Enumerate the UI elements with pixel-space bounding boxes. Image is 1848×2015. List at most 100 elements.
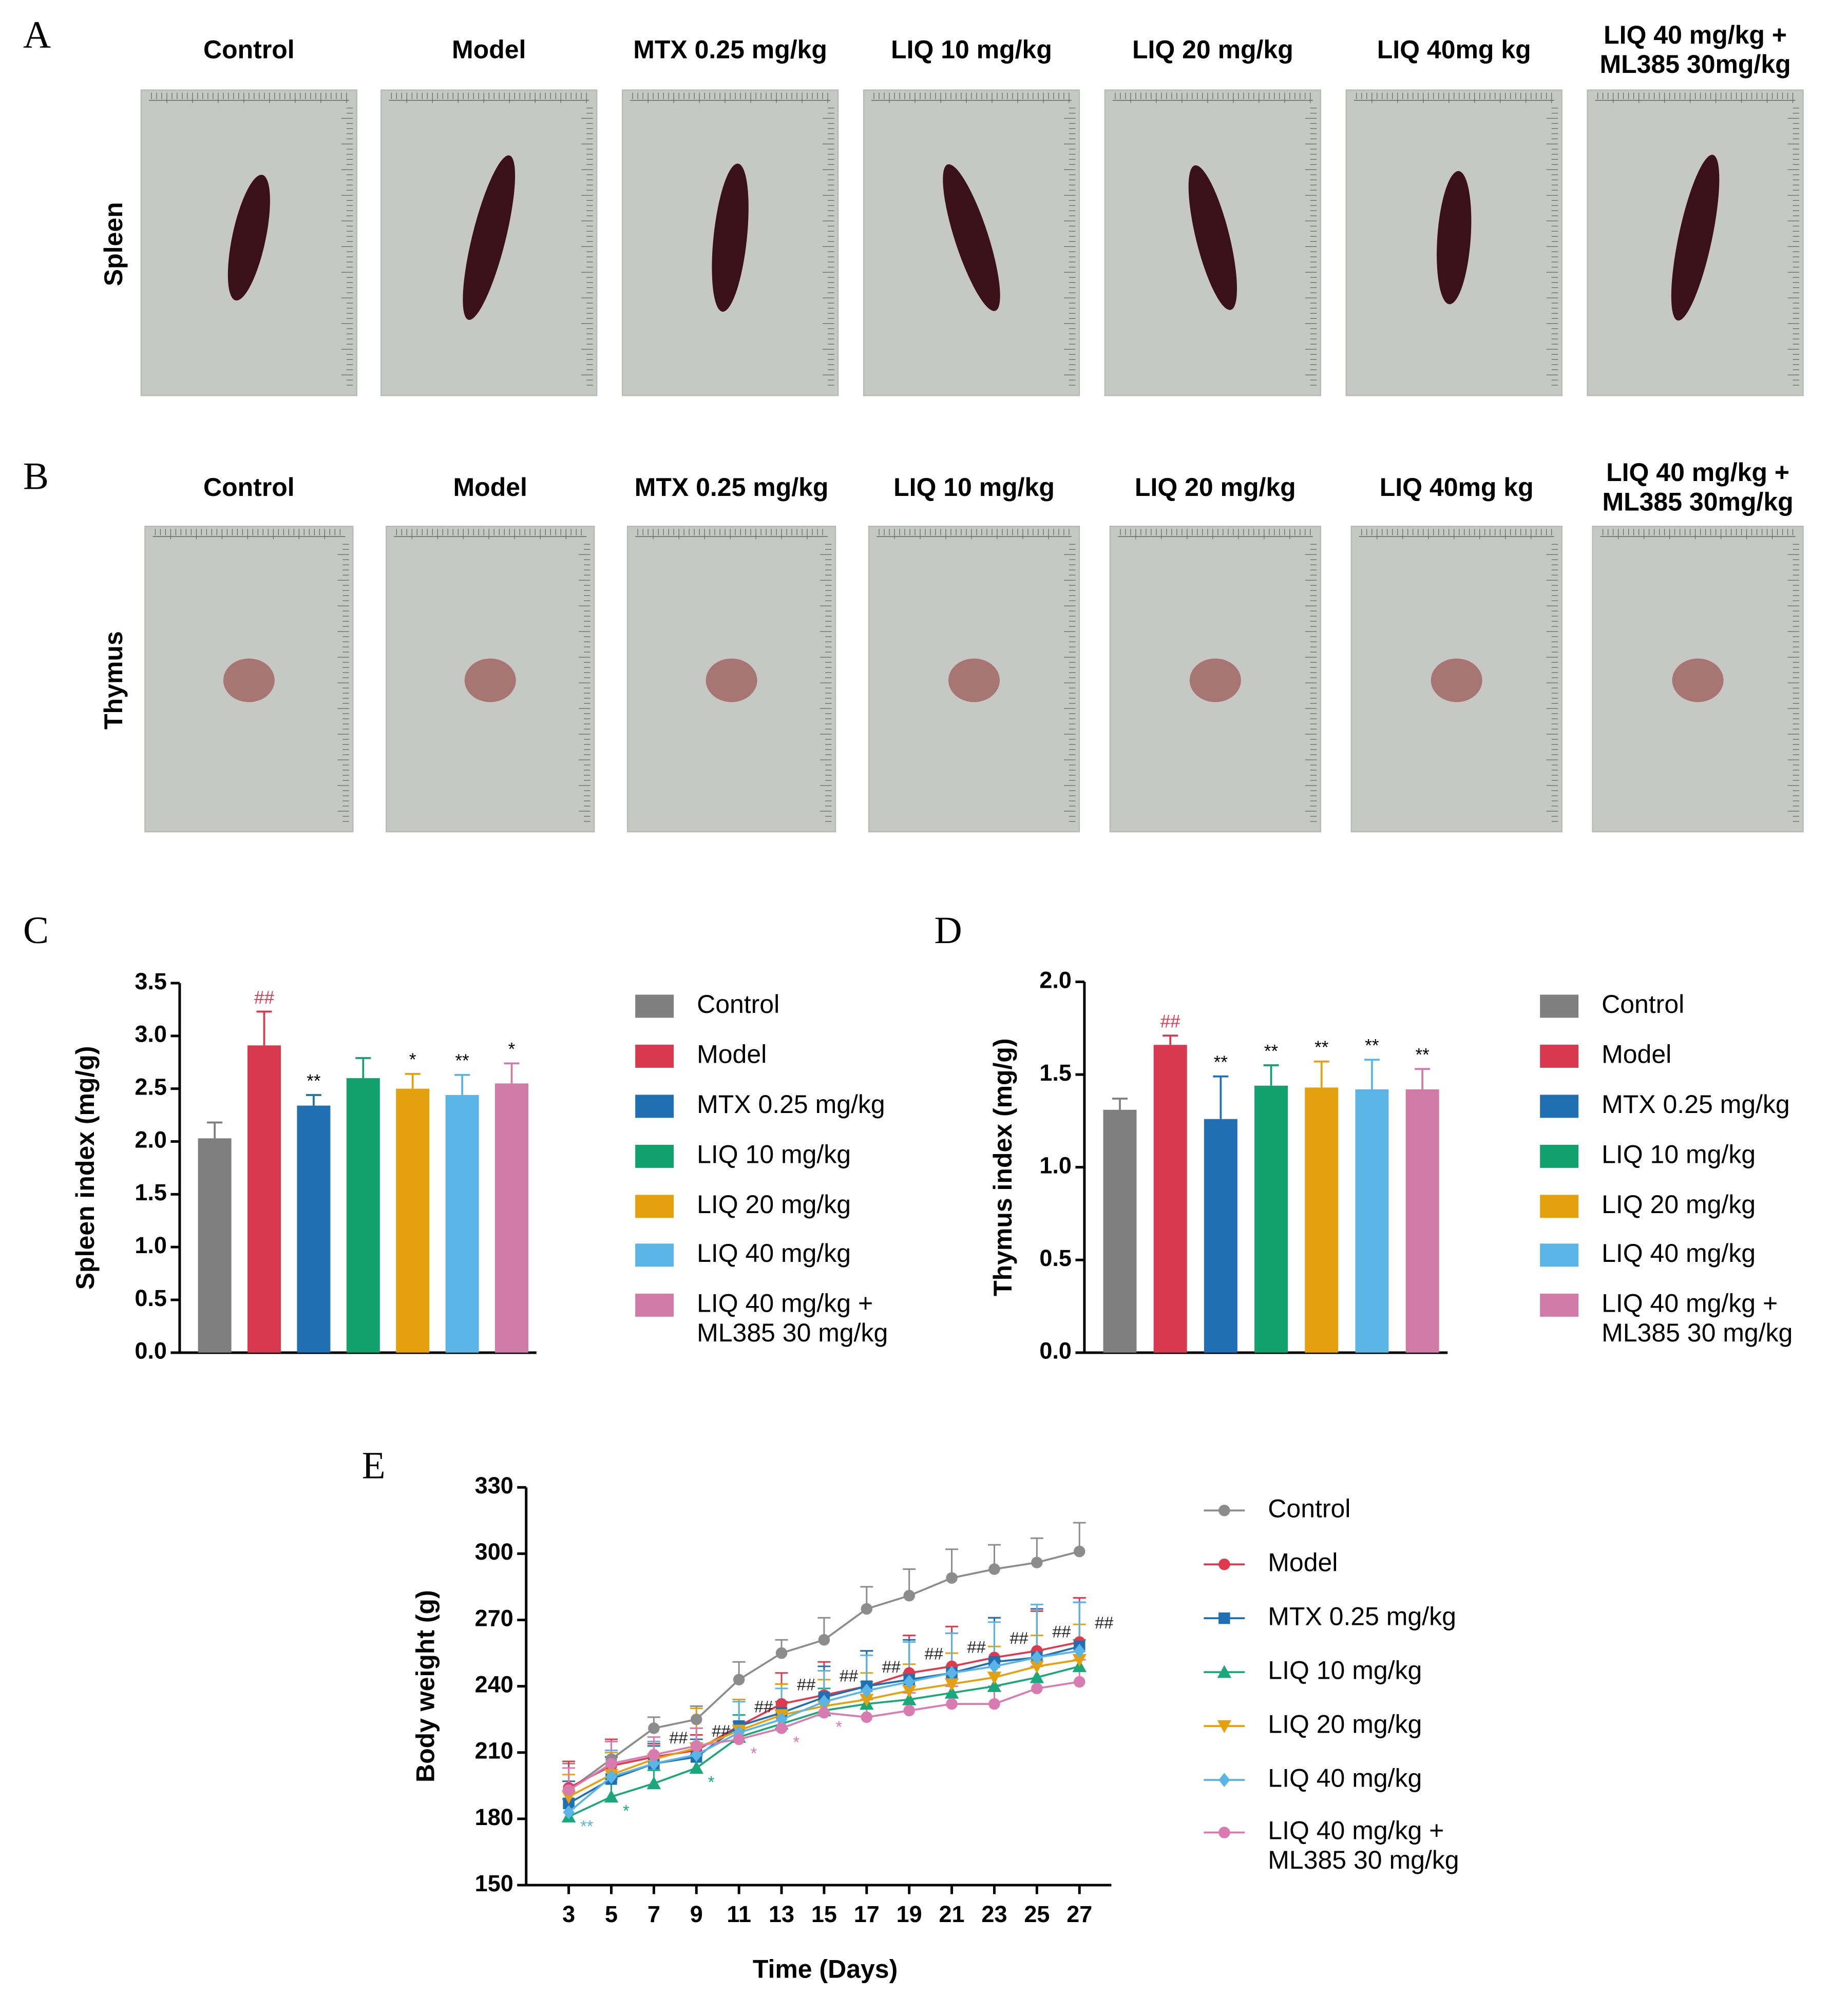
legend-swatch xyxy=(635,1044,674,1068)
y-tick-label: 0.5 xyxy=(1039,1245,1072,1271)
spleen xyxy=(463,155,516,320)
error-bar xyxy=(207,1121,223,1139)
legend-label: LIQ 10 mg/kg xyxy=(1602,1140,1756,1169)
legend-label: Control xyxy=(1602,990,1684,1019)
marker xyxy=(733,1674,745,1685)
marker xyxy=(988,1659,1000,1674)
y-tick-label: 1.0 xyxy=(135,1232,167,1258)
spleen xyxy=(1188,165,1237,310)
significance-label: ** xyxy=(1365,1035,1379,1056)
marker xyxy=(1031,1650,1043,1665)
x-tick-label: 13 xyxy=(769,1901,794,1927)
legend-label: MTX 0.25 mg/kg xyxy=(697,1090,885,1119)
marker xyxy=(1030,1660,1044,1674)
significance-label: ## xyxy=(925,1644,943,1663)
marker xyxy=(605,1758,617,1770)
marker xyxy=(903,1704,915,1717)
marker xyxy=(775,1698,788,1710)
legend-label: Model xyxy=(697,1040,767,1069)
group-label: Control xyxy=(203,35,295,64)
marker xyxy=(818,1707,830,1719)
significance-label: * xyxy=(708,1773,715,1791)
marker xyxy=(1073,1545,1085,1558)
marker xyxy=(946,1572,958,1584)
bar xyxy=(1355,1089,1389,1353)
legend-label: LIQ 40 mg/kg + ML385 30 mg/kg xyxy=(1602,1289,1793,1347)
spleen xyxy=(712,163,749,312)
y-tick-label: 330 xyxy=(475,1472,513,1499)
bar xyxy=(1103,1109,1137,1353)
group-label: LIQ 20 mg/kg xyxy=(1135,473,1296,502)
x-tick-label: 5 xyxy=(605,1901,618,1927)
bar xyxy=(396,1088,430,1353)
marker xyxy=(604,1790,619,1803)
group-label: MTX 0.25 mg/kg xyxy=(635,473,829,502)
y-tick-label: 180 xyxy=(475,1804,513,1830)
marker xyxy=(861,1683,873,1698)
bar xyxy=(445,1095,479,1353)
marker xyxy=(689,1761,704,1774)
y-tick-label: 240 xyxy=(475,1672,513,1698)
legend-swatch xyxy=(1540,1095,1579,1118)
thymus xyxy=(706,658,757,702)
legend-marker xyxy=(1217,1665,1232,1678)
spleen xyxy=(943,164,1000,311)
group-label: Model xyxy=(452,35,526,64)
significance-label: ** xyxy=(580,1817,594,1836)
error-bar xyxy=(1313,1060,1329,1088)
thymus xyxy=(464,658,516,702)
x-tick-label: 3 xyxy=(562,1901,575,1927)
significance-label: ** xyxy=(455,1051,469,1071)
group-label: LIQ 20 mg/kg xyxy=(1132,35,1293,64)
significance-label: ** xyxy=(1214,1052,1228,1072)
error-bar xyxy=(355,1057,371,1079)
legend-marker xyxy=(1217,1720,1232,1733)
legend-swatch xyxy=(1540,1195,1579,1218)
marker xyxy=(1030,1670,1044,1683)
legend-swatch xyxy=(635,1095,674,1118)
legend-swatch xyxy=(635,994,674,1018)
y-tick-label: 0.0 xyxy=(1039,1338,1072,1364)
group-label: MTX 0.25 mg/kg xyxy=(633,35,827,64)
significance-label: * xyxy=(623,1801,630,1820)
panel-letter: B xyxy=(23,455,49,497)
error-bar xyxy=(1263,1064,1279,1086)
y-axis-title: Body weight (g) xyxy=(411,1590,440,1782)
legend-swatch xyxy=(635,1243,674,1267)
error-bar xyxy=(1213,1075,1229,1119)
marker xyxy=(775,1712,788,1726)
marker xyxy=(818,1695,830,1709)
significance-label: ## xyxy=(254,988,274,1008)
legend-label: LIQ 40 mg/kg + ML385 30 mg/kg xyxy=(1268,1816,1459,1874)
panel-letter: D xyxy=(934,909,962,952)
legend-label: Model xyxy=(1602,1040,1671,1069)
legend-swatch xyxy=(1540,1293,1579,1317)
y-tick-label: 1.0 xyxy=(1039,1153,1072,1179)
legend-swatch xyxy=(635,1195,674,1218)
marker xyxy=(648,1722,660,1734)
marker xyxy=(563,1805,575,1819)
marker xyxy=(988,1698,1000,1710)
marker xyxy=(818,1634,830,1646)
legend-label: LIQ 20 mg/kg xyxy=(697,1190,851,1219)
marker xyxy=(775,1647,788,1659)
bar xyxy=(1305,1087,1339,1353)
legend-marker xyxy=(1218,1773,1230,1787)
y-tick-label: 2.0 xyxy=(135,1126,167,1153)
legend-marker xyxy=(1218,1558,1230,1570)
y-tick-label: 150 xyxy=(475,1870,513,1896)
marker xyxy=(861,1711,873,1723)
marker xyxy=(691,1713,702,1725)
legend-label: Control xyxy=(697,990,779,1019)
bar xyxy=(1204,1119,1237,1353)
significance-label: * xyxy=(751,1744,757,1763)
y-tick-label: 270 xyxy=(475,1605,513,1631)
error-bar xyxy=(504,1062,520,1084)
legend-label: LIQ 10 mg/kg xyxy=(697,1140,851,1169)
marker xyxy=(944,1685,959,1699)
significance-label: ## xyxy=(669,1729,688,1747)
group-label: LIQ 40mg kg xyxy=(1380,473,1534,502)
bar xyxy=(198,1138,232,1353)
significance-label: * xyxy=(793,1733,800,1752)
bar xyxy=(1254,1085,1288,1353)
